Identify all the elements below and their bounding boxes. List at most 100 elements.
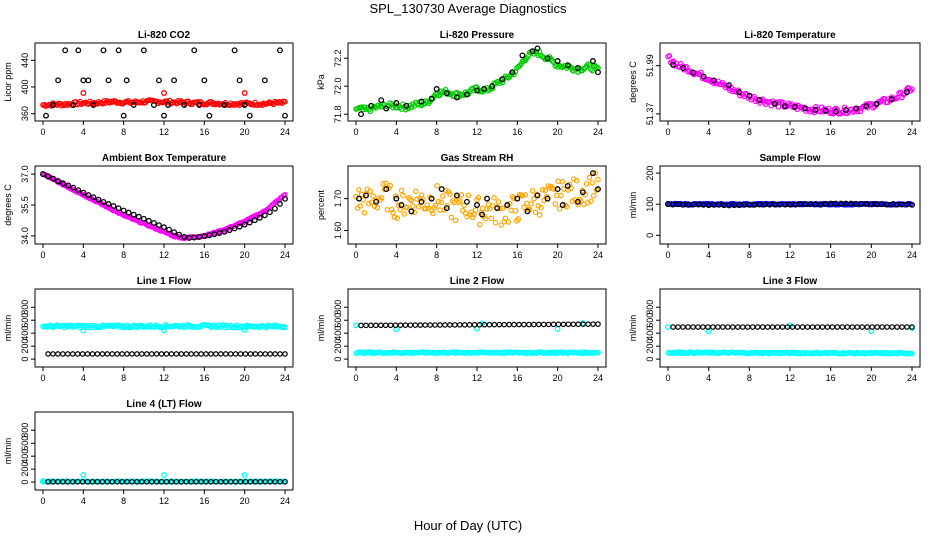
panel-8-series-3-point bbox=[501, 321, 508, 328]
panel-9-series-3-point bbox=[829, 324, 836, 330]
panel-5-series-2-point bbox=[438, 186, 445, 193]
panel-5-series-2-point bbox=[398, 202, 405, 208]
panel-8-series-3-point bbox=[531, 321, 537, 328]
panel-5-series-2-point bbox=[504, 202, 511, 208]
panel-9-series-3-point bbox=[804, 324, 811, 330]
panel-2-series-2-point bbox=[590, 58, 596, 64]
panel-4-series-2-point bbox=[211, 231, 218, 238]
panel-5-series-1-point bbox=[370, 193, 376, 199]
panel-2-ytick-label: 72.0 bbox=[333, 77, 343, 95]
panel-6-xtick-label: 12 bbox=[785, 250, 795, 260]
panel-5-series-1-point bbox=[428, 207, 435, 214]
panel-9-title: Line 3 Flow bbox=[763, 276, 818, 287]
panel-4-series-2-point bbox=[236, 223, 243, 230]
panel-5-series-1-point bbox=[457, 198, 463, 204]
panel-3-series-2-point bbox=[756, 96, 763, 103]
panel-1-series-2-point bbox=[181, 102, 188, 108]
panel-3-series-2-point bbox=[792, 103, 799, 110]
panel-1-ytick-label: 360 bbox=[20, 106, 30, 121]
panel-8-series-3-point bbox=[526, 321, 532, 328]
panel-4-series-2-point bbox=[40, 171, 46, 178]
panel-5-series-2-point bbox=[554, 186, 561, 193]
panel-10-series-3-point bbox=[282, 478, 288, 485]
panel-1-series-2-point bbox=[75, 47, 82, 54]
panel-8-xtick-label: 4 bbox=[394, 373, 399, 383]
panel-1-series-2-point bbox=[261, 77, 268, 84]
panel-5-series-2-point bbox=[356, 195, 362, 202]
panel-7-series-3-point bbox=[227, 351, 234, 357]
panel-3-series-2-point bbox=[726, 82, 732, 89]
panel-3-series-1-point bbox=[775, 104, 782, 110]
panel-8-series-3-point bbox=[590, 321, 596, 327]
panel-2-frame bbox=[347, 42, 607, 122]
panel-1-xtick-label: 12 bbox=[159, 127, 169, 137]
panel-9-series-3-point bbox=[675, 324, 681, 330]
panel-7-series-3-point bbox=[188, 351, 195, 357]
panel-5-series-1-point bbox=[395, 202, 402, 208]
panel-4-xtick-label: 16 bbox=[199, 250, 209, 260]
panel-2-series-1-point bbox=[424, 99, 430, 105]
panel-4-series-2-point bbox=[231, 225, 238, 232]
panel-5-series-2-point bbox=[544, 195, 551, 202]
panel-7-series-3-point bbox=[237, 351, 244, 357]
panel-5-series-1-point bbox=[472, 207, 479, 213]
panel-9-series-3-point bbox=[879, 324, 885, 330]
panel-5-series-1-point bbox=[573, 177, 580, 184]
panel-7-xtick-label: 20 bbox=[240, 373, 250, 383]
panel-5-series-1-point bbox=[414, 196, 421, 202]
panel-1-series-1-point bbox=[99, 100, 106, 107]
panel-10-series-2-point bbox=[80, 472, 87, 478]
panel-5-series-1-point bbox=[367, 188, 374, 195]
panel-2-series-2-point bbox=[519, 52, 526, 59]
panel-1-series-2-point bbox=[115, 47, 122, 54]
panel-5-series-1-point bbox=[391, 214, 398, 220]
panel-5-series-1-point bbox=[400, 192, 406, 199]
panel-9-series-3-point bbox=[759, 324, 766, 330]
panel-5-series-1-point bbox=[401, 211, 408, 217]
panel-9-series-3-point bbox=[725, 324, 731, 330]
panel-6-xtick-label: 16 bbox=[826, 250, 836, 260]
panel-8-series-3-point bbox=[417, 322, 424, 328]
panel-9-series-3-point bbox=[849, 324, 856, 330]
panel-2-series-2-point bbox=[564, 62, 571, 69]
panel-9-series-3-point bbox=[824, 324, 831, 330]
panel-8-ytick-label: 0 bbox=[333, 357, 343, 362]
panel-9-series-3-point bbox=[739, 324, 746, 330]
panel-7-ytick-label: 600 bbox=[20, 313, 30, 328]
panel-2-series-2-point bbox=[509, 69, 516, 76]
panel-9-ytick-label: 0 bbox=[645, 357, 655, 362]
panel-1-series-1-point bbox=[282, 98, 288, 105]
panel-7-series-3-point bbox=[173, 351, 180, 357]
panel-5-series-1-point bbox=[412, 188, 419, 195]
panel-5-series-1-point bbox=[435, 198, 442, 205]
panel-5-series-2-point bbox=[534, 192, 541, 199]
panel-4-series-2-point bbox=[135, 213, 142, 220]
panel-8-series-3-point bbox=[377, 322, 384, 329]
panel-2-series-2-point bbox=[554, 58, 561, 64]
panel-3-series-2-point bbox=[903, 89, 910, 96]
panel-9-series-3-point bbox=[794, 324, 801, 330]
panel-1-series-3-point bbox=[241, 90, 248, 96]
panel-5-series-1-point bbox=[552, 201, 559, 207]
panel-3-series-2-point bbox=[832, 108, 839, 115]
panel-3-series-2-point bbox=[690, 69, 697, 76]
panel-7-series-3-point bbox=[60, 351, 66, 357]
panel-8-series-3-point bbox=[570, 321, 577, 328]
panel-8-series-3-point bbox=[550, 321, 557, 328]
panel-9-xtick-label: 24 bbox=[907, 373, 917, 383]
panel-5-ytick-label: 1.70 bbox=[333, 190, 343, 208]
panel-5-series-1-point bbox=[477, 221, 483, 228]
panel-7-series-3-point bbox=[45, 351, 51, 357]
panel-5-series-1-point bbox=[589, 180, 596, 186]
panel-9-series-3-point bbox=[670, 324, 676, 330]
panel-9-series-3-point bbox=[899, 324, 905, 330]
panel-5-series-1-point bbox=[569, 198, 576, 204]
panel-1-series-2-point bbox=[206, 112, 213, 119]
panel-6-xtick-label: 24 bbox=[907, 250, 917, 260]
panel-5-series-1-point bbox=[505, 219, 512, 225]
panel-8-series-3-point bbox=[412, 322, 419, 328]
panel-8-xtick-label: 20 bbox=[553, 373, 563, 383]
panel-9-xtick-label: 4 bbox=[706, 373, 711, 383]
panel-5-series-1-point bbox=[528, 201, 534, 207]
panel-7-ytick-label: 400 bbox=[20, 326, 30, 341]
